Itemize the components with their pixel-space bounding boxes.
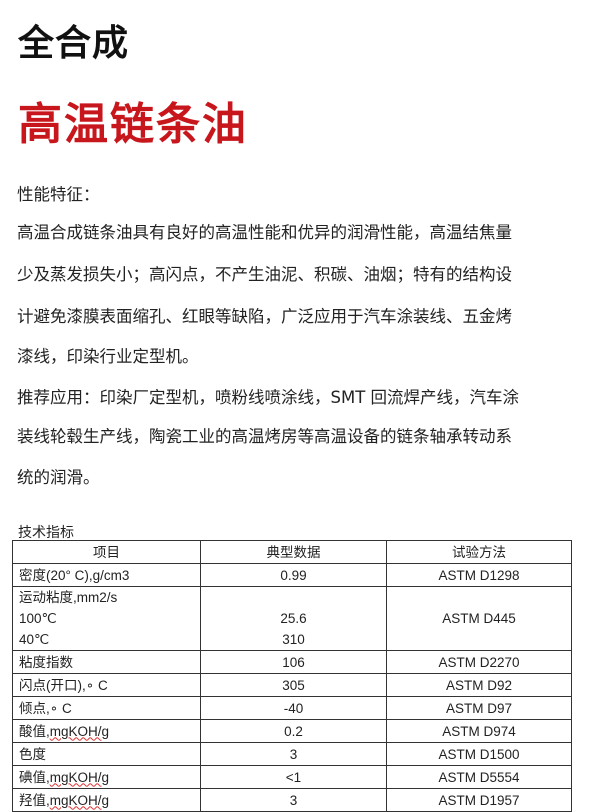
cell-value: 305 xyxy=(200,673,387,697)
table-row: 倾点,∘ C -40 ASTM D97 xyxy=(12,696,572,720)
cell-item: 酸值,mgKOH/g xyxy=(12,719,201,743)
cell-item-line: 运动粘度,mm2/s xyxy=(19,590,118,605)
cell-item: 运动粘度,mm2/s 100℃ 40℃ xyxy=(12,586,201,651)
title-full-synthetic: 全合成 xyxy=(18,23,130,64)
cell-item-unit: mgKOH/g xyxy=(49,792,110,808)
cell-value: 25.6 310 xyxy=(200,586,387,651)
cell-method: ASTM D1500 xyxy=(386,742,572,766)
cell-value: 106 xyxy=(200,650,387,674)
table-row: 密度(20° C),g/cm3 0.99 ASTM D1298 xyxy=(12,563,572,587)
header-method: 试验方法 xyxy=(386,540,572,564)
cell-value: <1 xyxy=(200,765,387,789)
spec-table: 项目 典型数据 试验方法 密度(20° C),g/cm3 0.99 ASTM D… xyxy=(12,540,572,812)
body-text-line: 装线轮毂生产线，陶瓷工业的高温烤房等高温设备的链条轴承转动系 xyxy=(17,427,512,446)
product-title: 高温链条油 xyxy=(18,99,248,150)
cell-value: -40 xyxy=(200,696,387,720)
cell-value: 3 xyxy=(200,742,387,766)
cell-item-unit: mgKOH/g xyxy=(49,723,110,739)
cell-method: ASTM D5554 xyxy=(386,765,572,789)
table-row: 粘度指数 106 ASTM D2270 xyxy=(12,650,572,674)
cell-value: 0.2 xyxy=(200,719,387,743)
table-row: 碘值,mgKOH/g <1 ASTM D5554 xyxy=(12,765,572,789)
cell-item-line: 40℃ xyxy=(19,632,50,647)
cell-value: 3 xyxy=(200,788,387,812)
cell-method: ASTM D445 xyxy=(386,586,572,651)
cell-item: 羟值,mgKOH/g xyxy=(12,788,201,812)
cell-item: 碘值,mgKOH/g xyxy=(12,765,201,789)
header-value: 典型数据 xyxy=(200,540,387,564)
table-row: 闪点(开口),∘ C 305 ASTM D92 xyxy=(12,673,572,697)
header-item: 项目 xyxy=(12,540,201,564)
cell-item-label: 羟值, xyxy=(19,792,50,808)
body-text-line: 统的润滑。 xyxy=(17,468,100,487)
cell-method: ASTM D2270 xyxy=(386,650,572,674)
cell-item-label: 碘值, xyxy=(19,769,50,785)
body-text-line: 漆线，印染行业定型机。 xyxy=(17,347,199,366)
cell-item: 色度 xyxy=(12,742,201,766)
cell-item: 闪点(开口),∘ C xyxy=(12,673,201,697)
table-row: 羟值,mgKOH/g 3 ASTM D1957 xyxy=(12,788,572,812)
cell-item-line: 100℃ xyxy=(19,611,57,626)
cell-value-line: 310 xyxy=(282,632,305,647)
cell-item-label: 酸值, xyxy=(19,723,50,739)
body-text-line: 推荐应用：印染厂定型机，喷粉线喷涂线，SMT 回流焊产线，汽车涂 xyxy=(17,388,520,407)
body-text-line: 高温合成链条油具有良好的高温性能和优异的润滑性能，高温结焦量 xyxy=(17,223,512,242)
cell-value-line: 25.6 xyxy=(280,611,307,626)
body-text-line: 计避免漆膜表面缩孔、红眼等缺陷，广泛应用于汽车涂装线、五金烤 xyxy=(17,307,512,326)
cell-method: ASTM D1298 xyxy=(386,563,572,587)
cell-method: ASTM D97 xyxy=(386,696,572,720)
body-text-line: 少及蒸发损失小；高闪点，不产生油泥、积碳、油烟；特有的结构设 xyxy=(17,265,512,284)
cell-item: 粘度指数 xyxy=(12,650,201,674)
cell-method: ASTM D92 xyxy=(386,673,572,697)
table-row: 运动粘度,mm2/s 100℃ 40℃ 25.6 310 ASTM D445 xyxy=(12,586,572,651)
cell-value: 0.99 xyxy=(200,563,387,587)
table-row: 色度 3 ASTM D1500 xyxy=(12,742,572,766)
table-row: 酸值,mgKOH/g 0.2 ASTM D974 xyxy=(12,719,572,743)
table-caption: 技术指标 xyxy=(18,525,74,541)
cell-item: 倾点,∘ C xyxy=(12,696,201,720)
cell-method: ASTM D974 xyxy=(386,719,572,743)
cell-method: ASTM D1957 xyxy=(386,788,572,812)
table-header-row: 项目 典型数据 试验方法 xyxy=(12,540,572,564)
cell-item-unit: mgKOH/g xyxy=(49,769,110,785)
section-heading-features: 性能特征： xyxy=(17,185,100,204)
cell-item: 密度(20° C),g/cm3 xyxy=(12,563,201,587)
